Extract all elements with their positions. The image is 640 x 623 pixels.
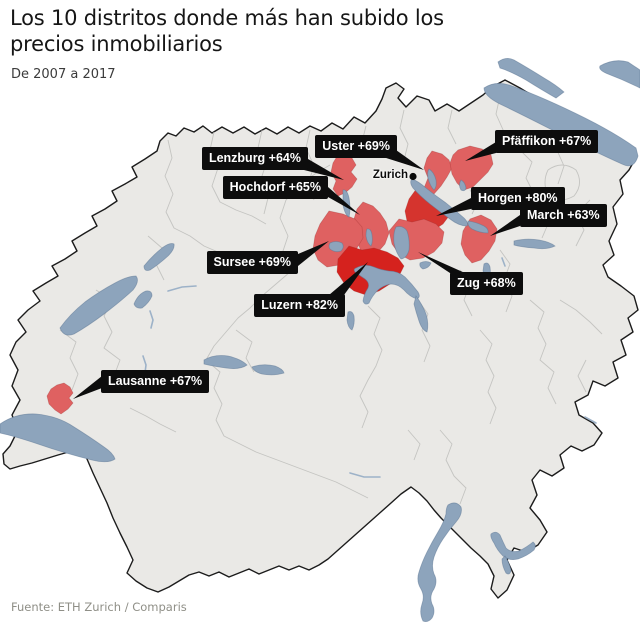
lake-maggiore [417,502,462,622]
callout-zug: Zug +68% [450,272,523,295]
lake-lugano [490,531,536,560]
zurich-dot [409,172,417,181]
lake-constance-ne-sliver [599,60,640,89]
lake-walensee [513,238,556,250]
lake-aegerisee [419,261,432,270]
lake-lucerne [353,264,420,305]
callout-march: March +63% [520,204,607,227]
pointer-march [490,215,520,236]
lake-greifensee [427,168,437,191]
lake-constance [483,83,639,167]
pointer-horgen [436,198,471,216]
lake-geneva [0,413,116,463]
lake-baldeggersee [365,228,373,247]
lake-uri-arm [413,295,429,333]
callout-lenzburg: Lenzburg +64% [201,147,308,170]
source-note: Fuente: ETH Zurich / Comparis [11,600,187,614]
callout-luzern: Luzern +82% [254,294,345,317]
callout-sursee: Sursee +69% [206,251,298,274]
lake-zurich [410,178,468,227]
callout-pointers [73,142,520,399]
lake-zugersee [393,226,410,260]
lake-constance-north-arm [497,58,565,99]
pointer-pfaffikon [465,142,496,161]
lake-biel [143,243,175,271]
lake-neuchatel [59,275,138,336]
page-title: Los 10 distritos donde más han subido lo… [10,6,444,56]
pointer-lenzburg [296,159,344,180]
pointer-sursee [298,241,329,266]
lake-sarnersee [346,311,355,331]
lake-pfaffikersee [459,179,467,192]
lake-sempachersee [328,241,344,253]
lake-murten [133,290,153,309]
callout-hochdorf: Hochdorf +65% [222,176,328,199]
rivers [142,257,597,478]
district-lausanne-shape [46,382,74,415]
lake-zurich-obersee [467,220,489,234]
callout-pfaffikon: Pfäffikon +67% [495,130,599,153]
zurich-city-label: Zurich [372,169,408,181]
callout-lausanne: Lausanne +67% [101,370,210,393]
pointer-luzern [329,262,368,295]
page-subtitle: De 2007 a 2017 [11,67,116,82]
callout-uster: Uster +69% [315,135,397,158]
lakes [0,58,640,622]
pointer-lausanne [73,376,102,399]
pointer-hochdorf [328,187,360,215]
lake-brienz [251,364,285,376]
pointer-zug [418,252,465,273]
lake-lugano-south-arm [501,555,512,575]
lake-thun [203,355,248,369]
